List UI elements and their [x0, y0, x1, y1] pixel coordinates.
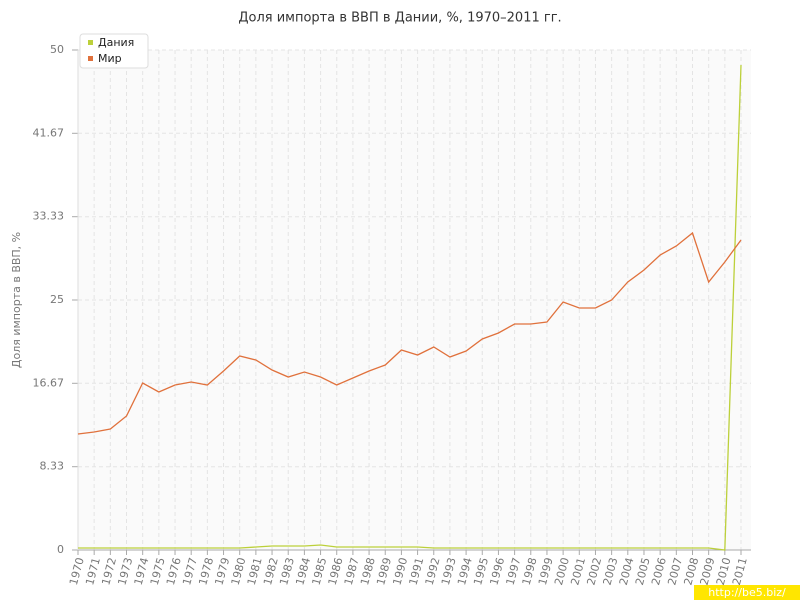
y-tick-label: 0 — [57, 543, 64, 556]
legend-swatch — [88, 56, 93, 61]
y-tick-label: 41.67 — [33, 126, 65, 139]
series-line — [78, 64, 742, 551]
y-tick-label: 50 — [50, 43, 64, 56]
series-line — [77, 231, 742, 435]
chart-title: Доля импорта в ВВП в Дании, %, 1970–2011… — [238, 11, 561, 26]
watermark-bg — [694, 585, 800, 600]
y-tick-label: 16.67 — [33, 376, 65, 389]
legend-swatch — [88, 40, 93, 45]
legend-label: Мир — [98, 52, 122, 65]
legend-box — [79, 33, 149, 69]
y-axis-label: Доля импорта в ВВП, % — [10, 232, 23, 368]
legend-label: Дания — [98, 36, 134, 49]
y-tick-label: 25 — [50, 293, 64, 306]
y-tick-label: 33.33 — [33, 210, 65, 223]
watermark: http://be5.biz/ — [708, 586, 786, 599]
y-tick-label: 8.33 — [40, 460, 65, 473]
